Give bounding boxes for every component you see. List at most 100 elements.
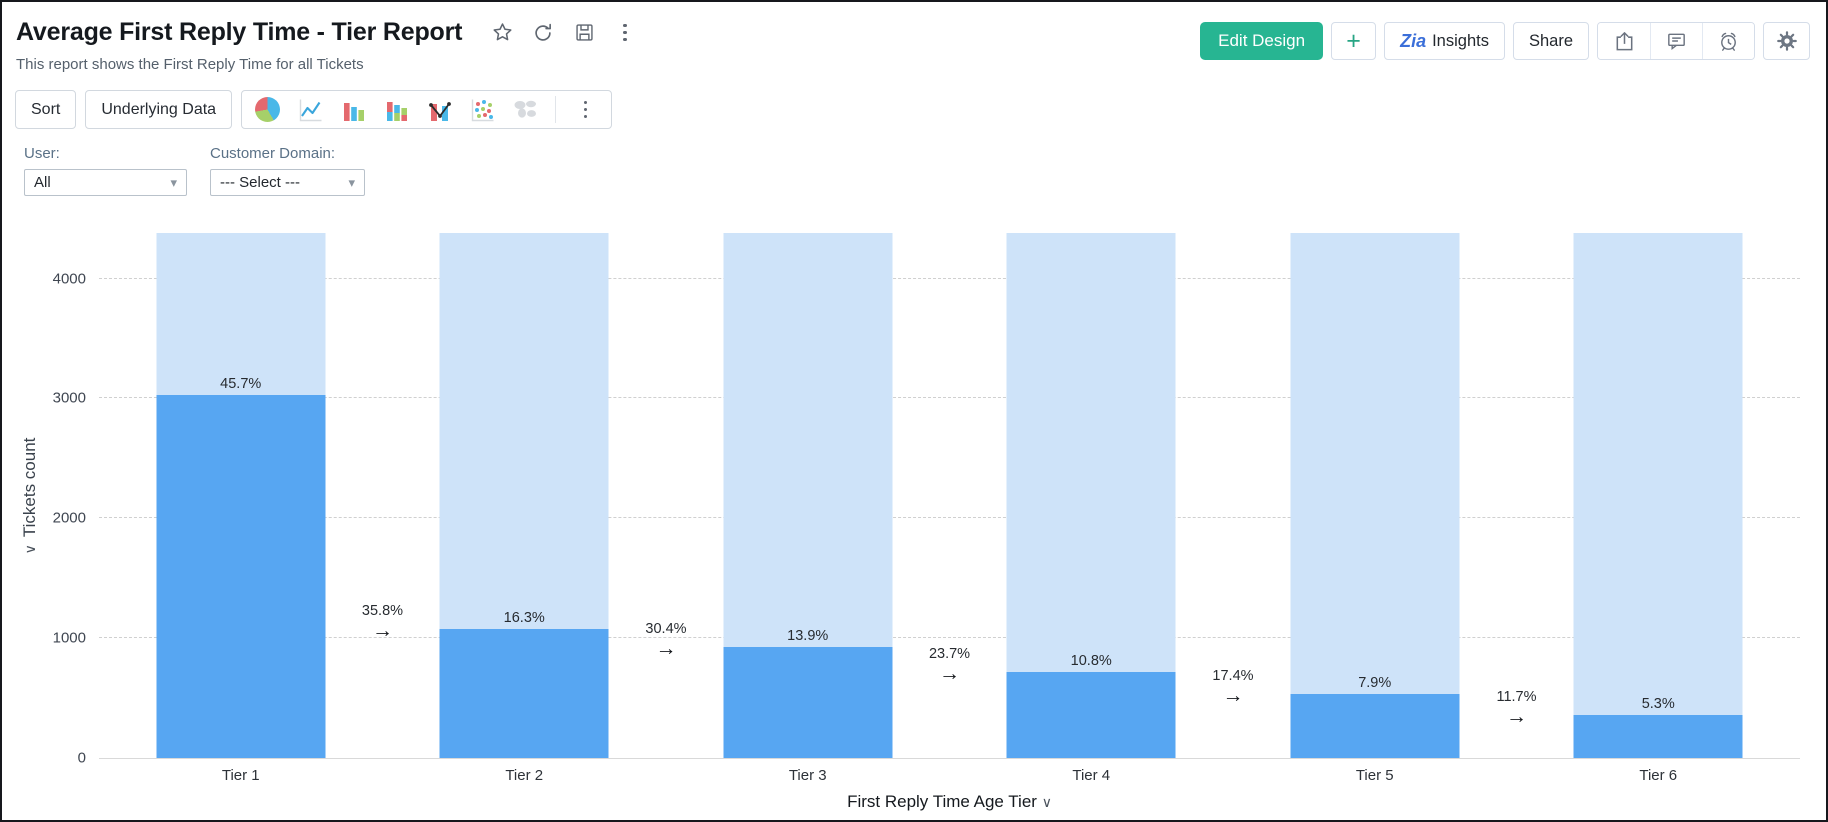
x-tick-label: Tier 4: [1072, 767, 1111, 784]
transition-annotation: 11.7% →: [1496, 689, 1536, 728]
bar-percent-label: 13.9%: [787, 628, 829, 645]
scatter-chart-icon[interactable]: [469, 96, 496, 123]
transition-annotation: 30.4% →: [645, 621, 686, 660]
gridline: [99, 277, 1800, 279]
share-button[interactable]: Share: [1512, 22, 1589, 60]
tier-tickets-bar[interactable]: [1290, 694, 1460, 758]
x-tick-label: Tier 3: [788, 767, 827, 784]
tier-tickets-bar[interactable]: [1006, 671, 1176, 758]
chart-column: 10.8% Tier 4: [950, 233, 1233, 784]
right-arrow-icon: →: [939, 661, 960, 685]
total-tickets-bar[interactable]: [1006, 233, 1176, 758]
sort-button[interactable]: Sort: [15, 90, 77, 129]
transition-percent-label: 23.7%: [928, 645, 971, 662]
x-tick-label: Tier 6: [1639, 767, 1678, 784]
refresh-icon[interactable]: [531, 21, 555, 45]
save-icon[interactable]: [572, 21, 596, 45]
y-axis-title[interactable]: ∨ Tickets count: [20, 438, 40, 555]
transition-annotation: 23.7% →: [929, 646, 970, 685]
header-actions: Edit Design + Zia Insights Share: [1200, 22, 1810, 60]
stacked-bar-chart-icon[interactable]: [383, 96, 410, 123]
pie-chart-icon[interactable]: [254, 96, 281, 123]
transition-percent-label: 17.4%: [1212, 668, 1254, 685]
x-tick-label: Tier 5: [1355, 767, 1394, 784]
transition-percent-label: 30.4%: [645, 621, 687, 638]
user-filter-select[interactable]: All ▾: [24, 169, 187, 196]
tier-tickets-bar[interactable]: [723, 647, 893, 758]
x-tick-label: Tier 2: [505, 767, 544, 784]
filter-user: User: All ▾: [24, 145, 187, 196]
more-options-icon[interactable]: [613, 21, 637, 45]
x-axis-title-label: First Reply Time Age Tier: [847, 792, 1037, 811]
user-filter-label: User:: [24, 145, 60, 162]
chart-column: 45.7% Tier 1: [99, 233, 382, 784]
x-axis-title[interactable]: First Reply Time Age Tier ∨: [99, 792, 1800, 812]
transition-annotation: 35.8% →: [362, 603, 403, 642]
zia-insights-button[interactable]: Zia Insights: [1384, 22, 1505, 60]
transition-percent-label: 35.8%: [361, 602, 404, 619]
transition-annotation: 17.4% →: [1212, 668, 1253, 707]
tier-tickets-bar[interactable]: [439, 628, 609, 758]
insights-label: Insights: [1432, 31, 1489, 50]
tier-tickets-bar[interactable]: [1573, 715, 1743, 758]
customer-domain-filter-value: --- Select ---: [220, 174, 300, 191]
gridline: [99, 517, 1800, 519]
combo-chart-icon[interactable]: [426, 96, 453, 123]
line-chart-icon[interactable]: [297, 96, 324, 123]
export-icon[interactable]: [1598, 23, 1650, 59]
zia-logo-icon: Zia: [1400, 30, 1427, 51]
customer-domain-filter-select[interactable]: --- Select --- ▾: [210, 169, 365, 196]
report-tools-group: [1597, 22, 1755, 60]
page-title: Average First Reply Time - Tier Report: [16, 18, 463, 46]
y-tick-label: 4000: [52, 270, 86, 288]
underlying-data-button[interactable]: Underlying Data: [85, 90, 233, 129]
favorite-star-icon[interactable]: [490, 21, 514, 45]
chevron-down-icon: ▾: [170, 174, 177, 190]
comments-icon[interactable]: [1650, 23, 1702, 59]
settings-gear-icon[interactable]: [1763, 22, 1810, 60]
filter-customer-domain: Customer Domain: --- Select --- ▾: [210, 145, 365, 196]
gridline: [99, 637, 1800, 639]
y-tick-label: 2000: [52, 509, 86, 527]
chart-column: 7.9% Tier 5: [1233, 233, 1516, 784]
transition-percent-label: 11.7%: [1496, 689, 1537, 706]
user-filter-value: All: [34, 174, 51, 191]
more-chart-types-icon[interactable]: [572, 96, 599, 123]
chart-column: 16.3% Tier 2: [382, 233, 665, 784]
bar-percent-label: 16.3%: [503, 609, 545, 626]
right-arrow-icon: →: [371, 618, 393, 642]
total-tickets-bar[interactable]: [1573, 233, 1743, 758]
chart-toolbar: Sort Underlying Data: [15, 90, 613, 129]
right-arrow-icon: →: [655, 637, 677, 661]
chevron-down-icon: ∨: [21, 544, 38, 555]
bar-percent-label: 10.8%: [1070, 652, 1112, 669]
y-tick-label: 0: [77, 749, 86, 767]
right-arrow-icon: →: [1222, 684, 1244, 708]
bar-chart-icon[interactable]: [340, 96, 367, 123]
bar-percent-label: 45.7%: [220, 375, 262, 392]
map-chart-icon[interactable]: [512, 96, 539, 123]
customer-domain-filter-label: Customer Domain:: [210, 145, 336, 162]
filter-bar: User: All ▾ Customer Domain: --- Select …: [24, 145, 365, 196]
gridline: [99, 397, 1800, 399]
y-tick-label: 3000: [52, 389, 86, 407]
add-button[interactable]: +: [1331, 22, 1377, 60]
report-header: Average First Reply Time - Tier Report T…: [16, 18, 637, 73]
total-tickets-bar[interactable]: [1290, 233, 1460, 758]
right-arrow-icon: →: [1505, 705, 1527, 729]
edit-design-button[interactable]: Edit Design: [1200, 22, 1324, 60]
y-axis-title-label: Tickets count: [20, 437, 39, 538]
chart-column: 5.3% Tier 6: [1517, 233, 1800, 784]
report-description: This report shows the First Reply Time f…: [16, 56, 364, 73]
tier-tickets-bar[interactable]: [156, 394, 326, 758]
chevron-down-icon: ∨: [1041, 794, 1052, 810]
bar-percent-label: 7.9%: [1358, 675, 1392, 692]
chart-type-switcher: [241, 90, 613, 129]
chart-column: 13.9% Tier 3: [666, 233, 949, 784]
y-tick-label: 1000: [52, 629, 86, 647]
schedule-alarm-icon[interactable]: [1702, 23, 1754, 59]
bar-percent-label: 5.3%: [1641, 696, 1675, 713]
x-tick-label: Tier 1: [221, 767, 260, 784]
